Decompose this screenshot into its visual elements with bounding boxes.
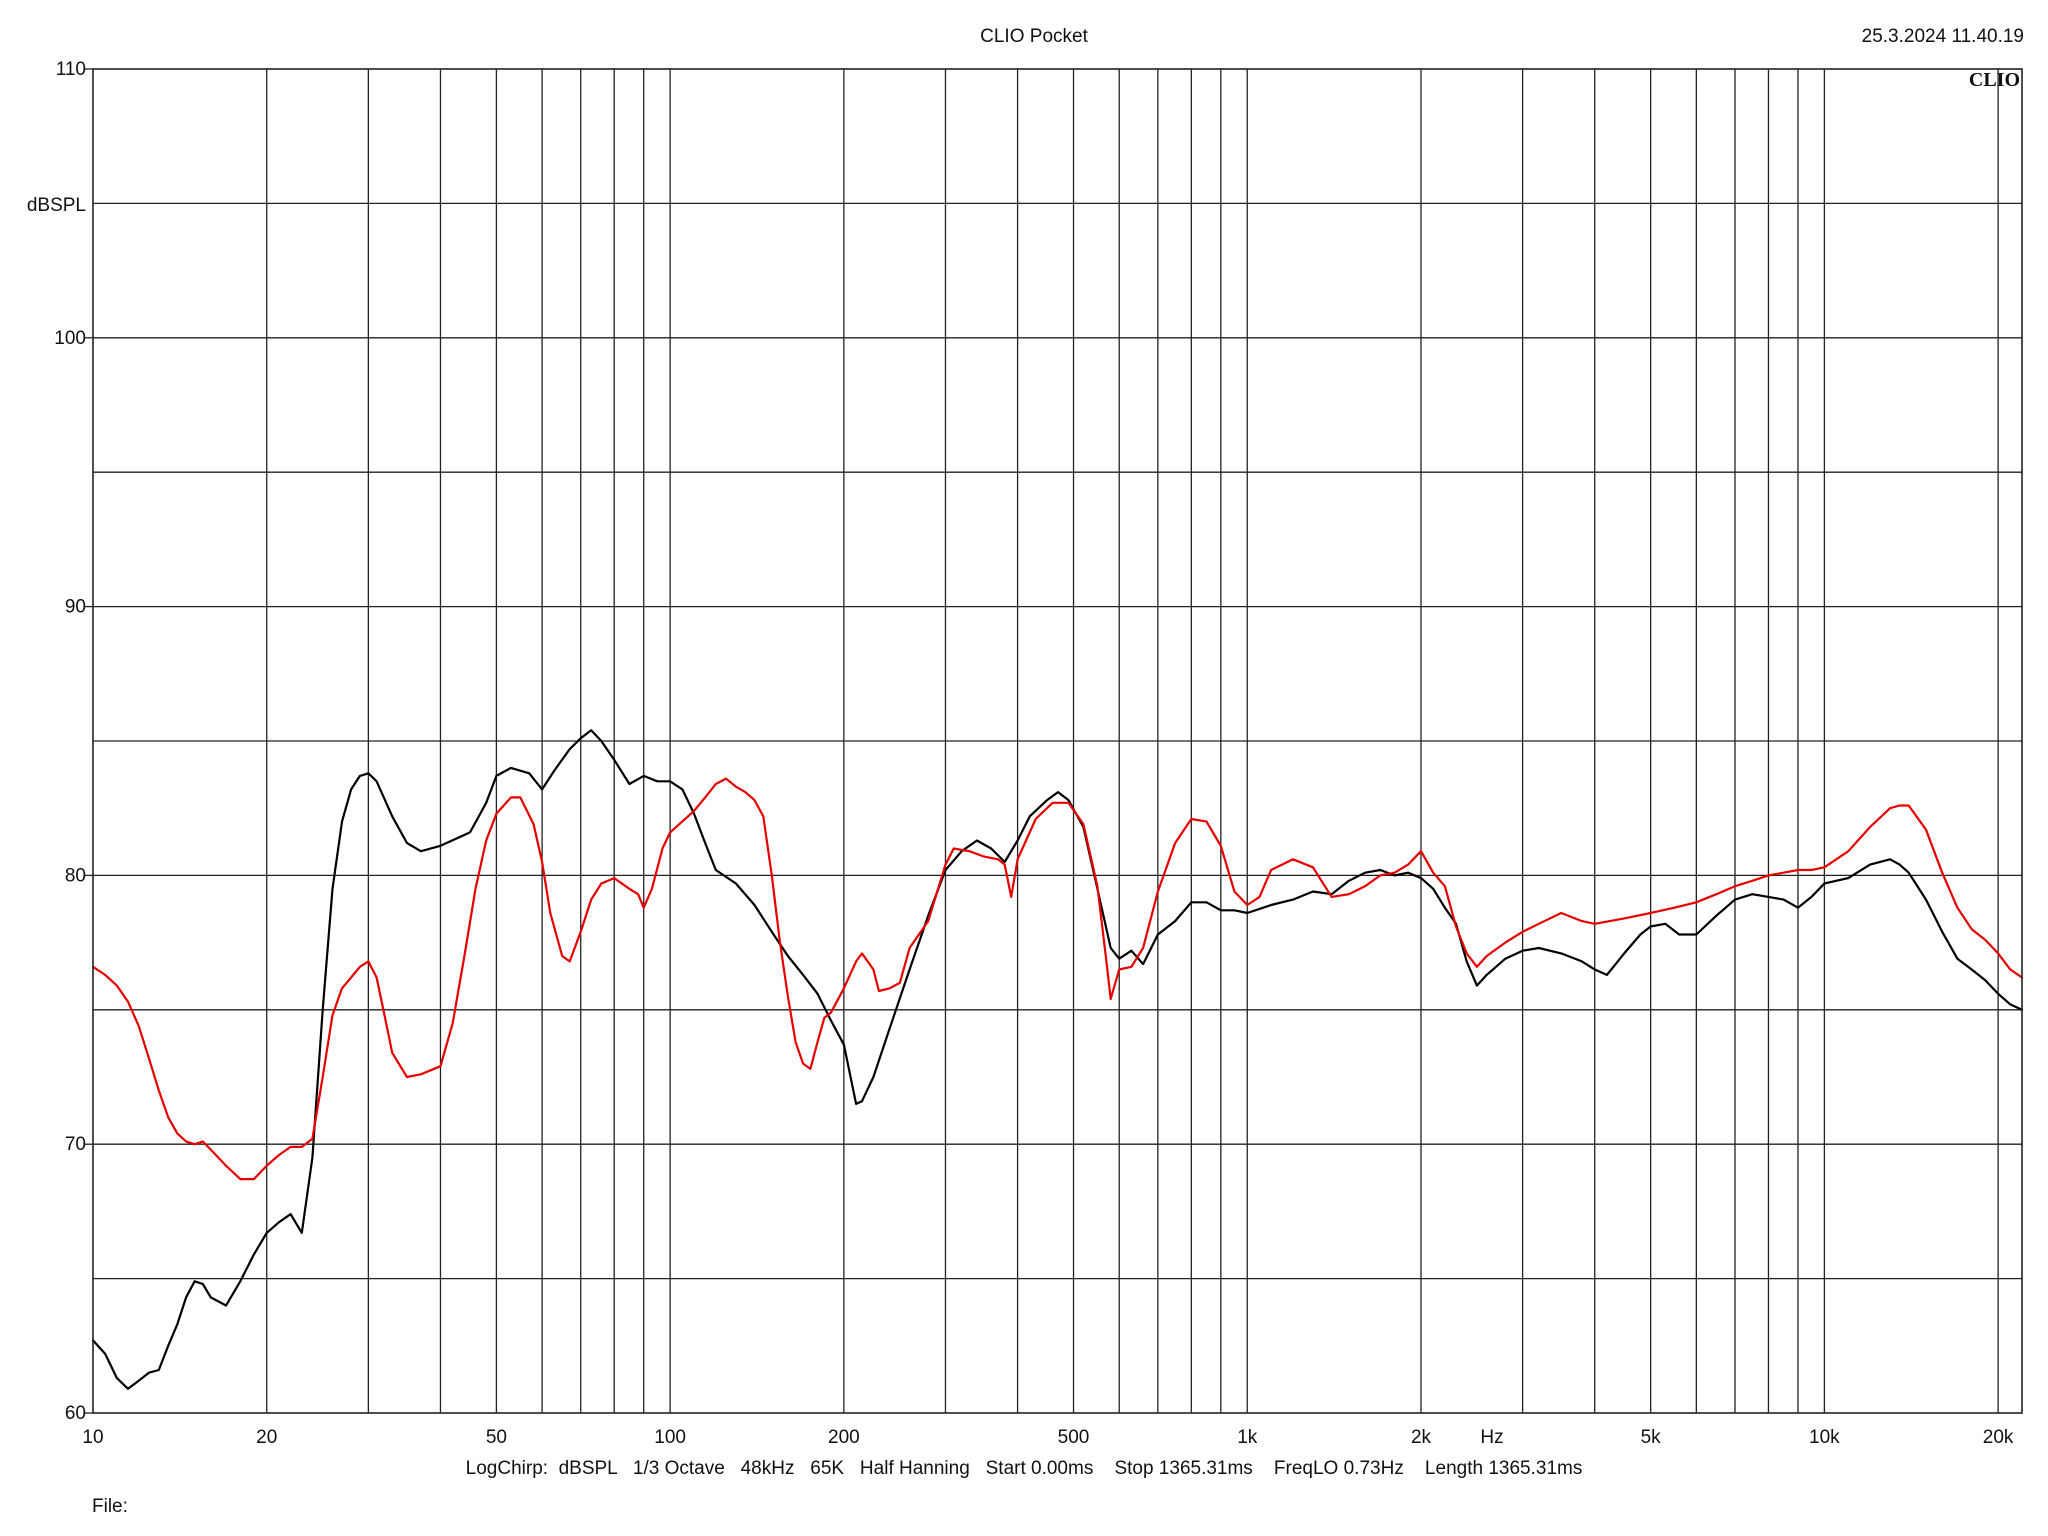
clio-logo: CLIO [1969,69,2020,91]
series-layer [91,729,2024,1390]
series-line-2 [91,777,2024,1181]
y-tick-label: 90 [65,597,86,618]
x-tick-label: 5k [1641,1427,1662,1448]
x-tick-label: 500 [1058,1427,1090,1448]
x-tick-label: 20 [256,1427,277,1448]
measurement-settings: LogChirp: dBSPL 1/3 Octave 48kHz 65K Hal… [465,1458,1583,1479]
x-tick-label: 2k [1411,1427,1432,1448]
y-tick-labels: 60 70 80 90 100 110 [54,59,93,1424]
x-tick-label: 10 [82,1427,103,1448]
chart-title: CLIO Pocket [980,26,1088,47]
x-tick-label: 10k [1809,1427,1840,1448]
x-axis-label: Hz [1480,1427,1503,1448]
plot-frame [92,68,2023,1414]
x-tick-label: 20k [1983,1427,2014,1448]
x-tick-label: 200 [828,1427,860,1448]
x-tick-labels: 10 20 50 100 200 500 1k 2k 5k 10k 20k [82,1427,2013,1448]
y-tick-label: 110 [56,59,86,80]
y-tick-label: 80 [65,865,86,886]
timestamp: 25.3.2024 11.40.19 [1862,26,2024,47]
grid-lines [93,69,2022,1413]
x-tick-label: 1k [1237,1427,1258,1448]
x-tick-label: 50 [486,1427,507,1448]
y-tick-label: 70 [65,1134,86,1155]
y-tick-label: 100 [54,328,86,349]
x-tick-label: 100 [654,1427,686,1448]
series-line-1 [91,729,2024,1390]
file-label: File: [92,1496,128,1517]
y-axis-label: dBSPL [27,195,86,216]
y-tick-label: 60 [65,1403,86,1424]
